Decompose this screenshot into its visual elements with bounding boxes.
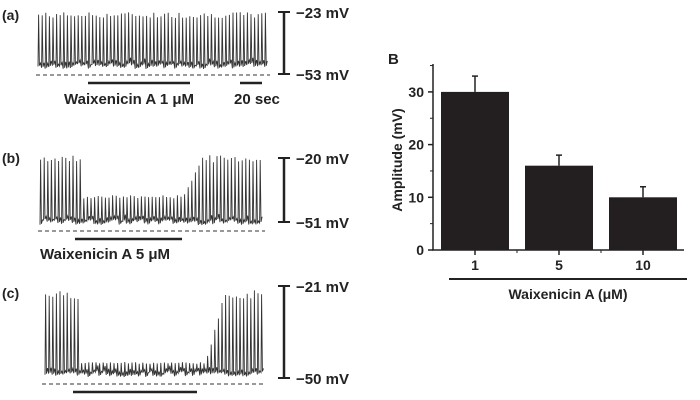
y-tick-label: 30 [408,84,424,100]
chart-panel-label: B [388,51,399,68]
bar-10 [609,197,677,250]
drug-label-a: Waixenicin A 1 μM [64,91,194,108]
panel-label-a: (a) [2,7,19,23]
x-axis-label: Waixenicin A (μM) [508,286,627,302]
membrane-potential-trace [37,12,268,70]
y-axis-label: Amplitude (mV) [389,108,405,211]
bottom-mv-b: −51 mV [296,215,349,232]
membrane-potential-trace [39,155,263,226]
panel-b: (b) −20 mV −51 mV Waixenicin A 5 μM [2,150,349,263]
y-tick-label: 10 [408,189,424,205]
membrane-potential-trace [44,290,264,378]
y-tick-label: 0 [416,242,424,258]
drug-label-b: Waixenicin A 5 μM [40,246,170,263]
trace-c [44,290,264,378]
bar-chart: B Amplitude (mV) 0 10 20 30 1 5 10 Waixenicin… [388,51,687,302]
top-mv-a: −23 mV [296,5,349,22]
trace-a [37,12,268,70]
x-tick-label: 10 [635,257,651,273]
bar-5 [525,165,593,250]
top-mv-c: −21 mV [296,279,349,296]
bottom-mv-a: −53 mV [296,67,349,84]
panel-a: (a) −23 mV −53 mV Waixenicin A 1 μM 20 s… [2,5,349,108]
x-tick-label: 5 [555,257,563,273]
x-tick-label: 1 [471,257,479,273]
panel-label-c: (c) [2,285,19,301]
panel-c: (c) −21 mV −50 mV [2,279,349,394]
panel-label-b: (b) [2,150,20,166]
bottom-mv-c: −50 mV [296,371,349,388]
time-scale-label: 20 sec [234,91,280,108]
top-mv-b: −20 mV [296,151,349,168]
y-tick-label: 20 [408,137,424,153]
trace-b [39,155,263,226]
bar-1 [441,91,509,251]
